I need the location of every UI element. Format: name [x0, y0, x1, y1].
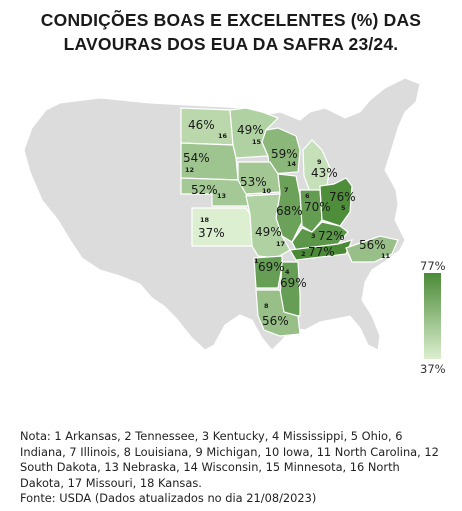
- state-ohio: [319, 177, 353, 227]
- footnote: Nota: 1 Arkansas, 2 Tennessee, 3 Kentuck…: [20, 429, 445, 507]
- label-tennessee-value: 77%: [308, 245, 335, 259]
- label-north-carolina-num: 11: [381, 252, 391, 260]
- label-louisiana-num: 8: [264, 302, 269, 310]
- label-indiana-num: 6: [305, 192, 310, 200]
- label-ohio-num: 5: [341, 204, 346, 212]
- state-missouri: [245, 193, 291, 259]
- label-kentucky-num: 3: [311, 232, 316, 240]
- label-illinois-value: 68%: [276, 204, 303, 218]
- label-mississippi-value: 69%: [280, 276, 307, 290]
- legend-min-label: 37%: [420, 362, 446, 376]
- label-louisiana-value: 56%: [262, 314, 289, 328]
- map-title: CONDIÇÕES BOAS E EXCELENTES (%) DAS LAVO…: [0, 8, 462, 56]
- label-wisconsin-num: 14: [287, 160, 297, 168]
- us-choropleth-map: 46% 16 49% 15 54% 12 59% 14 9 43% 52% 13…: [23, 77, 421, 351]
- label-nebraska-num: 13: [217, 192, 226, 200]
- legend-color-scale: [424, 273, 441, 359]
- label-north-carolina-value: 56%: [359, 238, 386, 252]
- label-iowa-num: 10: [262, 187, 272, 195]
- label-michigan-value: 43%: [311, 166, 338, 180]
- label-arkansas-num: 1: [254, 257, 259, 265]
- label-minnesota-num: 15: [252, 138, 262, 146]
- label-iowa-value: 53%: [240, 175, 267, 189]
- label-illinois-num: 7: [284, 186, 289, 194]
- label-kansas-num: 18: [200, 216, 210, 224]
- footnote-source: Fonte: USDA (Dados atualizados no dia 21…: [20, 491, 317, 506]
- label-michigan-num: 9: [317, 158, 322, 166]
- label-north-dakota-value: 46%: [188, 118, 215, 132]
- state-south-dakota: [180, 142, 239, 181]
- label-missouri-num: 17: [276, 240, 285, 248]
- label-minnesota-value: 49%: [237, 123, 264, 137]
- label-tennessee-num: 2: [301, 250, 306, 258]
- label-indiana-value: 70%: [304, 200, 331, 214]
- state-arkansas: [253, 255, 283, 289]
- legend-max-label: 77%: [420, 259, 446, 273]
- label-mississippi-num: 4: [285, 268, 290, 276]
- footnote-note: Nota: 1 Arkansas, 2 Tennessee, 3 Kentuck…: [20, 429, 439, 490]
- title-line-2: LAVOURAS DOS EUA DA SAFRA 23/24.: [63, 34, 399, 54]
- label-nebraska-value: 52%: [191, 183, 218, 197]
- label-ohio-value: 76%: [329, 190, 356, 204]
- state-north-carolina: [345, 235, 399, 263]
- label-arkansas-value: 69%: [258, 260, 285, 274]
- label-north-dakota-num: 16: [218, 132, 228, 140]
- label-missouri-value: 49%: [255, 225, 282, 239]
- state-kentucky: [291, 221, 349, 251]
- state-michigan: [302, 139, 331, 193]
- label-south-dakota-num: 12: [185, 166, 194, 174]
- title-line-1: CONDIÇÕES BOAS E EXCELENTES (%) DAS: [40, 10, 422, 30]
- label-wisconsin-value: 59%: [271, 147, 298, 161]
- label-kentucky-value: 72%: [318, 229, 345, 243]
- label-south-dakota-value: 54%: [183, 151, 210, 165]
- label-kansas-value: 37%: [198, 226, 225, 240]
- state-louisiana: [255, 289, 301, 337]
- state-indiana: [299, 189, 323, 233]
